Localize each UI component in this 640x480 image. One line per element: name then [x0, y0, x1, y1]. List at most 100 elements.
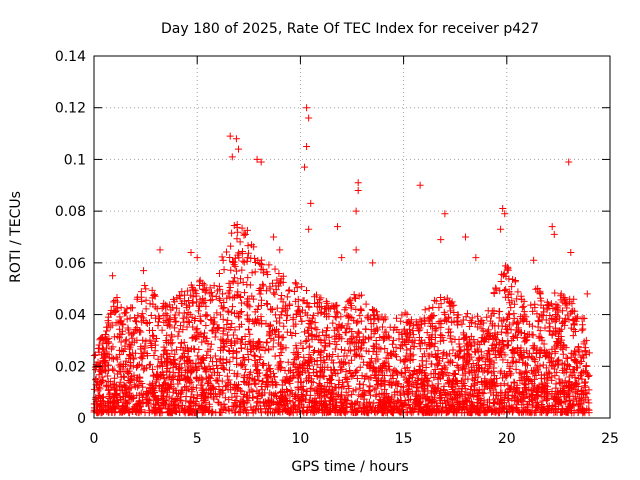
- roti-point: [238, 344, 246, 352]
- roti-point: [570, 321, 578, 329]
- roti-point: [228, 320, 236, 328]
- roti-point: [325, 408, 333, 416]
- roti-point: [474, 323, 482, 331]
- roti-point: [413, 320, 421, 328]
- roti-point: [245, 325, 253, 333]
- roti-point: [318, 406, 326, 414]
- roti-point: [406, 350, 414, 358]
- roti-point: [113, 294, 121, 302]
- roti-point: [93, 381, 101, 389]
- roti-point: [373, 408, 381, 416]
- roti-point: [190, 286, 198, 294]
- roti-point: [557, 397, 565, 405]
- roti-point: [246, 330, 254, 338]
- roti-point: [170, 295, 178, 303]
- roti-point: [186, 397, 194, 405]
- roti-point: [446, 302, 454, 310]
- roti-point: [303, 387, 311, 395]
- roti-point: [298, 385, 306, 393]
- roti-point: [250, 343, 258, 351]
- roti-point: [312, 386, 320, 394]
- roti-point: [116, 351, 124, 359]
- roti-point: [183, 304, 191, 312]
- roti-point: [569, 388, 577, 396]
- roti-point: [500, 287, 508, 295]
- roti-point: [110, 302, 118, 310]
- roti-point: [449, 383, 457, 391]
- roti-point: [332, 301, 340, 309]
- roti-point: [216, 285, 224, 293]
- roti-point: [390, 336, 398, 344]
- roti-point: [241, 356, 249, 364]
- roti-point: [423, 329, 431, 337]
- roti-point: [109, 272, 117, 280]
- roti-point: [551, 345, 559, 353]
- roti-point: [176, 396, 184, 404]
- roti-point: [330, 366, 338, 374]
- roti-point: [364, 315, 372, 323]
- roti-point: [502, 329, 510, 337]
- roti-point: [497, 397, 505, 405]
- roti-point: [225, 279, 233, 287]
- roti-point: [347, 370, 355, 378]
- roti-point: [254, 394, 262, 402]
- roti-point: [148, 342, 156, 350]
- roti-point: [111, 308, 119, 316]
- roti-point: [129, 404, 137, 412]
- roti-point: [546, 354, 554, 362]
- roti-point: [225, 407, 233, 415]
- roti-point: [404, 329, 412, 337]
- roti-point: [296, 312, 304, 320]
- roti-point: [495, 409, 503, 417]
- roti-point: [435, 359, 443, 367]
- roti-point: [239, 257, 247, 265]
- roti-point: [142, 318, 150, 326]
- roti-point: [218, 377, 226, 385]
- roti-point: [563, 391, 571, 399]
- roti-point: [404, 354, 412, 362]
- roti-point: [320, 373, 328, 381]
- roti-point: [266, 321, 274, 329]
- roti-point: [301, 163, 309, 171]
- roti-point: [372, 336, 380, 344]
- roti-point: [175, 328, 183, 336]
- roti-point: [182, 386, 190, 394]
- roti-point: [229, 259, 237, 267]
- roti-point: [239, 393, 247, 401]
- roti-point: [470, 366, 478, 374]
- roti-point: [356, 363, 364, 371]
- roti-point: [372, 350, 380, 358]
- roti-point: [440, 388, 448, 396]
- roti-point: [381, 344, 389, 352]
- roti-point: [159, 392, 167, 400]
- roti-point: [130, 381, 138, 389]
- roti-point: [323, 324, 331, 332]
- roti-point: [200, 281, 208, 289]
- roti-point: [298, 317, 306, 325]
- roti-point: [138, 310, 146, 318]
- roti-point: [162, 301, 170, 309]
- roti-point: [438, 332, 446, 340]
- roti-point: [290, 287, 298, 295]
- roti-point: [462, 313, 470, 321]
- roti-point: [311, 324, 319, 332]
- roti-point: [537, 334, 545, 342]
- roti-point: [578, 326, 586, 334]
- roti-point: [542, 316, 550, 324]
- roti-point: [444, 314, 452, 322]
- roti-point: [232, 403, 240, 411]
- roti-point: [125, 409, 133, 417]
- roti-point: [109, 380, 117, 388]
- roti-point: [251, 268, 259, 276]
- roti-point: [305, 398, 313, 406]
- roti-point: [135, 399, 143, 407]
- roti-point: [466, 322, 474, 330]
- roti-point: [370, 399, 378, 407]
- roti-point: [382, 328, 390, 336]
- roti-point: [186, 379, 194, 387]
- roti-point: [437, 317, 445, 325]
- roti-point: [211, 352, 219, 360]
- roti-point: [279, 298, 287, 306]
- roti-point: [231, 262, 239, 270]
- roti-point: [581, 383, 589, 391]
